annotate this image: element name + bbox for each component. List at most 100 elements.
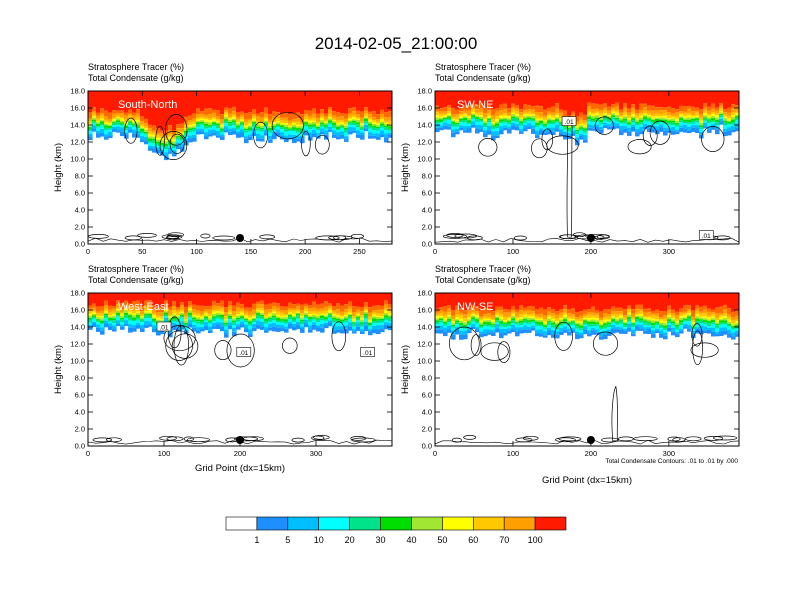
- colorbar-box: [318, 516, 350, 531]
- colorbar-box: [411, 516, 443, 531]
- colorbar-label: 10: [314, 535, 324, 545]
- y-axis-label: Height (km): [53, 143, 64, 192]
- y-tick-label: 18.0: [417, 87, 432, 96]
- y-tick-label: 10.0: [70, 155, 85, 164]
- contour-footnote: Total Condensate Contours: .01 to .01 by…: [605, 458, 738, 465]
- colorbar-box: [534, 516, 567, 531]
- colorbar-label: 20: [345, 535, 355, 545]
- panel-title-line1: Stratosphere Tracer (%): [88, 62, 184, 72]
- y-tick-label: 6.0: [75, 391, 85, 400]
- y-tick-label: 2.0: [422, 223, 432, 232]
- colorbar-label: 100: [528, 535, 543, 545]
- plot-frame: [434, 292, 740, 447]
- tracer-field: [435, 91, 739, 243]
- y-tick-label: 10.0: [417, 155, 432, 164]
- location-marker: [236, 234, 244, 242]
- y-tick-label: 16.0: [70, 104, 85, 113]
- x-tick-label: 200: [299, 247, 312, 256]
- x-tick-label: 200: [585, 247, 598, 256]
- y-tick-label: 18.0: [417, 289, 432, 298]
- location-marker: [586, 234, 595, 242]
- y-tick-label: 12.0: [417, 340, 432, 349]
- y-tick-label: 0.0: [422, 240, 432, 249]
- x-tick-label: 0: [86, 247, 90, 256]
- colorbar-label: 60: [468, 535, 478, 545]
- colorbar-box: [442, 516, 474, 531]
- y-tick-label: 2.0: [422, 425, 432, 434]
- colorbar-label: 5: [285, 535, 290, 545]
- y-tick-label: 16.0: [417, 306, 432, 315]
- panel-title-line2: Total Condensate (g/kg): [88, 275, 184, 285]
- panel-title-line2: Total Condensate (g/kg): [435, 73, 531, 83]
- colorbar-box: [287, 516, 319, 531]
- x-tick-label: 0: [433, 449, 437, 458]
- x-tick-label: 200: [234, 449, 247, 458]
- y-tick-label: 6.0: [422, 391, 432, 400]
- y-tick-label: 8.0: [75, 172, 85, 181]
- y-tick-label: 16.0: [70, 306, 85, 315]
- panel-title-line2: Total Condensate (g/kg): [88, 73, 184, 83]
- condensate-contours: [435, 116, 739, 243]
- contour-label: .01: [565, 119, 574, 126]
- x-tick-label: 300: [663, 247, 676, 256]
- x-tick-label: 100: [507, 247, 520, 256]
- plot-frame: [434, 90, 740, 245]
- location-marker: [236, 436, 244, 444]
- y-tick-label: 16.0: [417, 104, 432, 113]
- y-tick-label: 12.0: [417, 138, 432, 147]
- y-tick-label: 4.0: [422, 206, 432, 215]
- contour-label: .01: [239, 350, 248, 357]
- colorbar-box: [380, 516, 412, 531]
- x-tick-label: 150: [245, 247, 258, 256]
- location-marker: [586, 436, 595, 444]
- y-tick-label: 4.0: [75, 206, 85, 215]
- x-tick-label: 100: [190, 247, 203, 256]
- panel-sw-ne: .01 .01 SW-NE 0.0 2.0 4.0 6.0 8.0 10.0 12.0 14.0 16…: [400, 62, 740, 256]
- panel-label: SW-NE: [457, 99, 493, 111]
- y-tick-label: 14.0: [417, 323, 432, 332]
- colorbar-box: [472, 516, 505, 531]
- y-tick-label: 6.0: [422, 189, 432, 198]
- y-tick-label: 18.0: [70, 289, 85, 298]
- colorbar-box: [349, 516, 381, 531]
- y-tick-label: 10.0: [417, 357, 432, 366]
- y-tick-label: 14.0: [417, 121, 432, 130]
- panel-title-line1: Stratosphere Tracer (%): [435, 62, 531, 72]
- condensate-contours: [88, 111, 392, 243]
- x-tick-label: 0: [86, 449, 90, 458]
- colorbar-box: [225, 516, 258, 531]
- condensate-contours: [88, 316, 392, 445]
- y-tick-label: 6.0: [75, 189, 85, 198]
- tracer-field: [435, 293, 739, 445]
- colorbar-label: 1: [254, 535, 259, 545]
- y-tick-label: 8.0: [75, 374, 85, 383]
- y-tick-label: 12.0: [70, 340, 85, 349]
- y-axis-label: Height (km): [53, 345, 64, 394]
- colorbar-box: [503, 516, 536, 531]
- panel-nw-se: NW-SE 0.0 2.0 4.0 6.0 8.0 10.0 12.0 14.0 16.0 18.0…: [400, 264, 740, 486]
- contour-label: .01: [702, 233, 711, 240]
- colorbar: 1 5 10 20 30 40 50 60 70 100: [225, 516, 567, 545]
- panel-title-line1: Stratosphere Tracer (%): [435, 264, 531, 274]
- panel-label: South-North: [118, 99, 177, 111]
- colorbar-label: 70: [499, 535, 509, 545]
- contour-label: .01: [363, 350, 372, 357]
- y-tick-label: 0.0: [75, 240, 85, 249]
- colorbar-box: [256, 516, 289, 531]
- colorbar-label: 40: [406, 535, 416, 545]
- panel-title-line1: Stratosphere Tracer (%): [88, 264, 184, 274]
- condensate-contours: [435, 321, 739, 445]
- x-tick-label: 50: [138, 247, 146, 256]
- colorbar-label: 30: [375, 535, 385, 545]
- y-tick-label: 18.0: [70, 87, 85, 96]
- panel-label: NW-SE: [457, 301, 493, 313]
- y-tick-label: 4.0: [422, 408, 432, 417]
- y-tick-label: 10.0: [70, 357, 85, 366]
- y-tick-label: 14.0: [70, 121, 85, 130]
- x-tick-label: 100: [507, 449, 520, 458]
- y-tick-label: 8.0: [422, 172, 432, 181]
- y-axis-label: Height (km): [400, 143, 411, 192]
- colorbar-label: 50: [437, 535, 447, 545]
- figure-title: 2014-02-05_21:00:00: [315, 34, 478, 53]
